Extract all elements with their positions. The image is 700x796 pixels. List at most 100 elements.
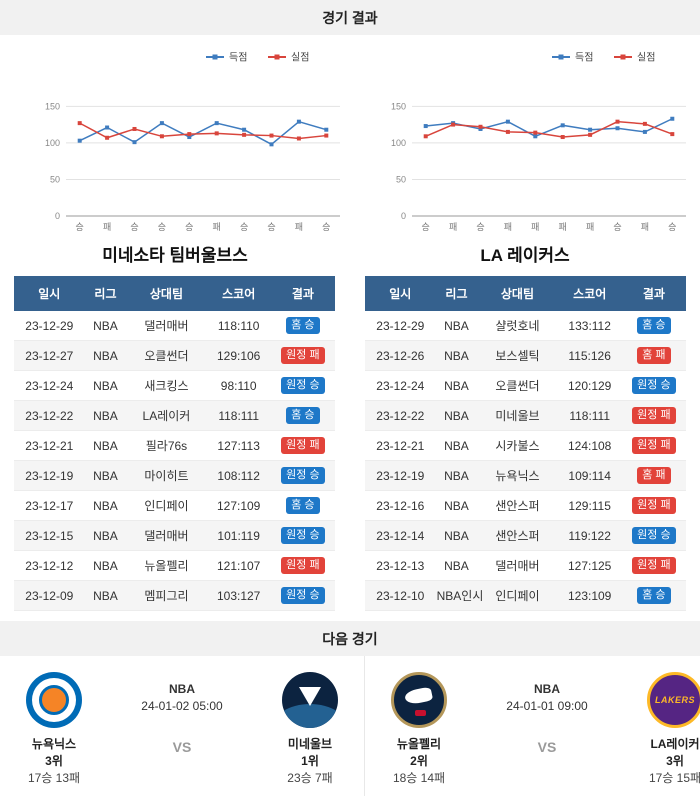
col-header-4: 결과 <box>270 276 335 311</box>
match-league: NBA <box>435 400 478 431</box>
match-opponent: 뉴올펠리 <box>126 550 207 581</box>
match-opponent: 댈러매버 <box>126 520 207 551</box>
result-badge-win: 홈 승 <box>637 587 671 604</box>
svg-text:득점: 득점 <box>575 52 593 64</box>
match-datetime: 24-01-01 09:00 <box>506 699 588 713</box>
match-score: 119:122 <box>557 520 622 551</box>
match-league: NBA <box>84 580 127 611</box>
team-rank: 3위 <box>666 753 684 768</box>
match-result-cell: 홈 승 <box>621 580 686 611</box>
result-badge-loss: 홈 패 <box>637 347 671 364</box>
match-score: 109:114 <box>557 460 622 491</box>
match-league: NBA <box>84 490 127 521</box>
match-result-cell: 원정 승 <box>621 370 686 401</box>
next-games-row: 뉴욕닉스 3위 17승 13패 NBA 24-01-02 05:00 VS 미네… <box>0 656 700 796</box>
match-result-cell: 원정 승 <box>270 520 335 551</box>
col-header-0: 일시 <box>14 276 85 311</box>
svg-text:50: 50 <box>50 174 60 184</box>
match-row: 23-12-14 NBA 샌안스퍼 119:122 원정 승 <box>365 520 686 551</box>
match-opponent: 인디페이 <box>126 490 207 521</box>
left-team-title: 미네소타 팀버울브스 <box>102 246 248 265</box>
match-score: 127:113 <box>206 430 271 461</box>
match-row: 23-12-13 NBA 댈러매버 127:125 원정 패 <box>365 550 686 581</box>
match-opponent: 오클썬더 <box>477 370 558 401</box>
svg-text:0: 0 <box>401 211 406 221</box>
match-league: NBA <box>435 460 478 491</box>
result-badge-win: 원정 승 <box>281 587 325 604</box>
match-date: 23-12-15 <box>14 520 85 551</box>
match-score: 115:126 <box>557 340 622 371</box>
col-header-1: 리그 <box>84 276 127 311</box>
match-row: 23-12-24 NBA 새크킹스 98:110 원정 승 <box>14 370 335 401</box>
svg-text:승: 승 <box>322 222 330 232</box>
match-row: 23-12-21 NBA 시카불스 124:108 원정 패 <box>365 430 686 461</box>
match-result-cell: 원정 승 <box>621 520 686 551</box>
svg-text:패: 패 <box>449 222 457 232</box>
svg-text:승: 승 <box>613 222 621 232</box>
match-score: 120:129 <box>557 370 622 401</box>
right-results-table: 일시 리그 상대팀 스코어 결과 23-12-29 NBA 샬럿호네 133:112 홈 승 23-… <box>365 276 686 611</box>
match-score: 123:109 <box>557 580 622 611</box>
match-result-cell: 홈 승 <box>270 400 335 431</box>
results-tables-row: 일시 리그 상대팀 스코어 결과 23-12-29 NBA 댈러매버 118:110 홈 승 23-… <box>0 276 700 611</box>
match-result-cell: 원정 승 <box>270 370 335 401</box>
svg-text:0: 0 <box>55 211 60 221</box>
result-badge-loss: 원정 패 <box>632 497 676 514</box>
svg-text:패: 패 <box>504 222 512 232</box>
team-record: 17승 15패 <box>648 770 700 785</box>
result-badge-win: 원정 승 <box>281 377 325 394</box>
match-score: 118:110 <box>206 311 271 341</box>
right-team-chart: 득점 실점 0 50 100 150 승 패 승 패 패 패 패 승 패 승 <box>391 52 686 232</box>
match-opponent: 뉴욕닉스 <box>477 460 558 491</box>
match-date: 23-12-09 <box>14 580 85 611</box>
svg-text:승: 승 <box>76 222 84 232</box>
result-badge-win: 홈 승 <box>286 407 320 424</box>
svg-text:실점: 실점 <box>291 52 309 64</box>
svg-text:패: 패 <box>641 222 649 232</box>
match-row: 23-12-15 NBA 댈러매버 101:119 원정 승 <box>14 520 335 551</box>
match-result-cell: 원정 패 <box>270 340 335 371</box>
match-datetime: 24-01-02 05:00 <box>141 699 223 713</box>
vs-label: VS <box>537 739 557 755</box>
result-badge-win: 원정 승 <box>281 527 325 544</box>
match-date: 23-12-19 <box>14 460 85 491</box>
svg-text:승: 승 <box>185 222 193 232</box>
result-badge-loss: 원정 패 <box>281 347 325 364</box>
match-row: 23-12-29 NBA 샬럿호네 133:112 홈 승 <box>365 311 686 341</box>
next-game-2: 뉴올펠리 2위 18승 14패 NBA 24-01-01 09:00 VS LA… <box>364 656 700 796</box>
match-opponent: 샌안스퍼 <box>477 490 558 521</box>
match-date: 23-12-21 <box>14 430 85 461</box>
match-result-cell: 홈 패 <box>621 340 686 371</box>
left-chart-panel: 득점 실점 0 50 100 150 승 패 승 승 승 패 승 승 패 승 <box>4 43 350 235</box>
match-league: NBA <box>534 682 560 696</box>
match-date: 23-12-26 <box>365 340 436 371</box>
match-opponent: 멤피그리 <box>126 580 207 611</box>
match-league: NBA <box>435 340 478 371</box>
match-date: 23-12-24 <box>14 370 85 401</box>
svg-text:패: 패 <box>295 222 303 232</box>
match-score: 118:111 <box>206 400 271 431</box>
match-result-cell: 원정 패 <box>621 490 686 521</box>
match-date: 23-12-16 <box>365 490 436 521</box>
match-opponent: 인디페이 <box>477 580 558 611</box>
lakers-logo-icon: LAKERS <box>647 672 700 728</box>
match-row: 23-12-10 NBA인시 인디페이 123:109 홈 승 <box>365 580 686 611</box>
svg-text:승: 승 <box>240 222 248 232</box>
match-opponent: 미네울브 <box>477 400 558 431</box>
match-opponent: 오클썬더 <box>126 340 207 371</box>
match-league: NBA인시 <box>435 580 483 611</box>
match-league: NBA <box>84 340 127 371</box>
timberwolves-logo-icon <box>282 672 338 728</box>
match-date: 23-12-29 <box>365 311 436 341</box>
match-row: 23-12-24 NBA 오클썬더 120:129 원정 승 <box>365 370 686 401</box>
svg-text:득점: 득점 <box>229 52 247 64</box>
match-result-cell: 홈 승 <box>621 311 686 341</box>
result-badge-loss: 홈 패 <box>637 467 671 484</box>
match-date: 23-12-24 <box>365 370 436 401</box>
result-badge-win: 홈 승 <box>286 497 320 514</box>
match-date: 23-12-27 <box>14 340 85 371</box>
match-row: 23-12-19 NBA 뉴욕닉스 109:114 홈 패 <box>365 460 686 491</box>
match-result-cell: 원정 패 <box>621 400 686 431</box>
match-row: 23-12-12 NBA 뉴올펠리 121:107 원정 패 <box>14 550 335 581</box>
match-league: NBA <box>435 520 478 551</box>
